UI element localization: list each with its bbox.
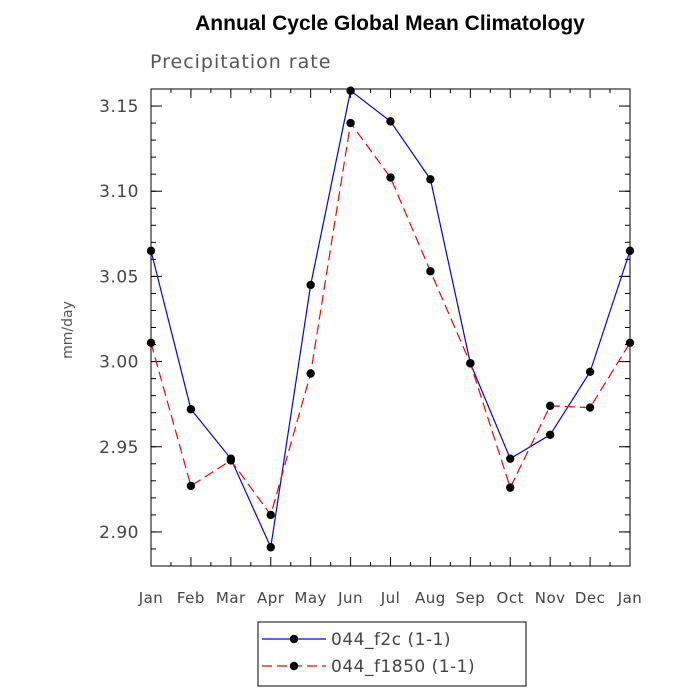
x-tick-label: Feb (177, 589, 205, 607)
x-tick-label: Dec (575, 589, 606, 607)
x-tick-label: Jan (138, 589, 164, 607)
data-point (506, 483, 515, 492)
data-point (146, 246, 156, 256)
data-point (306, 369, 315, 378)
x-tick-label: Jan (617, 589, 643, 607)
x-tick-label: Oct (497, 589, 524, 607)
data-point (386, 117, 395, 126)
data-point (306, 280, 315, 290)
series-line (150, 89, 631, 550)
data-point (585, 367, 595, 376)
data-point (346, 86, 355, 95)
x-tick-label: Apr (257, 589, 285, 607)
data-point (346, 118, 355, 128)
legend-box (257, 621, 527, 687)
y-tick-label: 3.10 (99, 182, 139, 202)
data-point (186, 405, 196, 414)
x-tick-label: Aug (415, 589, 446, 607)
data-point (426, 175, 435, 184)
data-point (266, 543, 275, 552)
y-axis-label: mm/day (60, 301, 76, 359)
y-tick-label: 2.95 (99, 438, 139, 458)
x-tick-label: Jun (337, 589, 363, 607)
data-point (545, 430, 555, 440)
plot-frame (150, 88, 631, 567)
data-point (625, 338, 635, 348)
legend-marker (289, 661, 299, 671)
plot-axes: Jan Feb Mar Apr May Jun Jul Aug Sep Oct Nov Dec Jan 2… (99, 88, 643, 607)
data-point (426, 267, 435, 276)
chart-subtitle: Precipitation rate (150, 51, 331, 73)
y-tick-label: 3.00 (99, 353, 139, 373)
data-point (625, 246, 635, 256)
x-tick-label: Jul (380, 589, 401, 607)
data-point (545, 401, 555, 411)
data-point (146, 338, 156, 348)
x-tick-label: May (294, 589, 327, 607)
series-2 (146, 118, 635, 520)
data-point (386, 173, 395, 182)
x-tick-label: Sep (455, 589, 485, 607)
legend-marker (289, 634, 299, 644)
y-tick-label: 3.05 (99, 267, 139, 287)
x-tick-label: Mar (216, 589, 246, 607)
legend-label: 044_f1850 (1-1) (331, 657, 475, 677)
data-point (266, 510, 275, 520)
data-point (226, 456, 236, 465)
y-tick-label: 2.90 (99, 523, 139, 543)
series-line (150, 121, 631, 517)
legend: 044_f2c (1-1) 044_f1850 (1-1) (257, 621, 527, 687)
series-layer (146, 86, 635, 552)
y-tick-label: 3.15 (99, 97, 139, 117)
series-1 (146, 86, 635, 552)
data-point (585, 403, 595, 412)
x-tick-label: Nov (535, 589, 566, 607)
chart-title: Annual Cycle Global Mean Climatology (195, 12, 585, 35)
legend-label: 044_f2c (1-1) (331, 630, 451, 650)
data-point (506, 454, 515, 463)
data-point (186, 481, 196, 491)
data-point (466, 359, 475, 368)
